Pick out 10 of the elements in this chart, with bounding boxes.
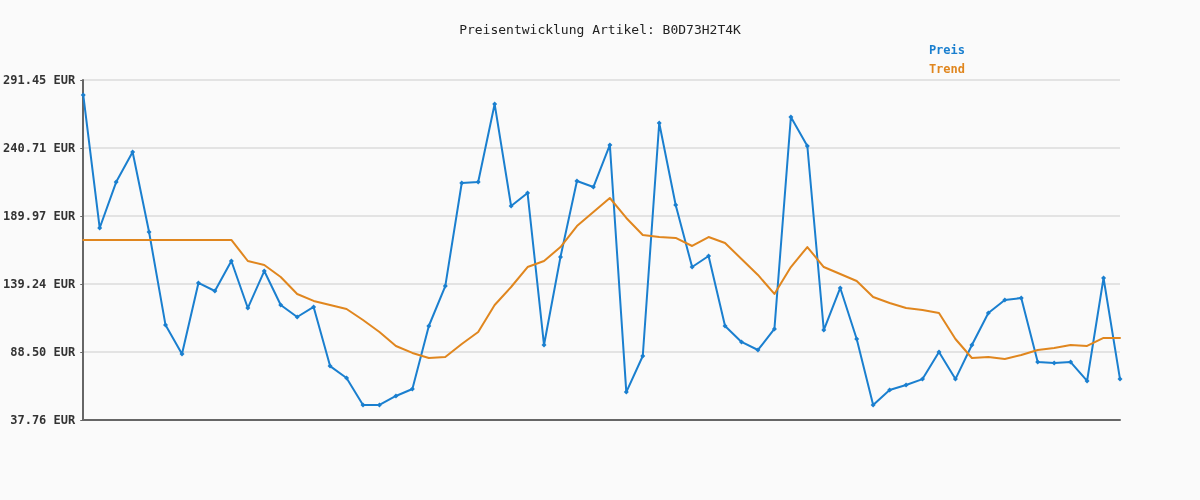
y-tick-label: 139.24 EUR xyxy=(3,276,77,291)
text: Trend xyxy=(928,62,965,76)
y-tick-label: 291.45 EUR xyxy=(3,73,77,87)
y-tick-label: 189.97 EUR xyxy=(3,209,77,224)
y-tick-label: 88.50 EUR xyxy=(10,345,77,359)
y-tick-label: 240.71 EUR xyxy=(3,141,77,155)
y-tick-label: 37.76 EUR xyxy=(10,413,77,427)
text: Preis xyxy=(928,43,965,57)
line-series xyxy=(82,197,1121,360)
chart-title: Preisentwicklung Artikel: B0D73H2T4K xyxy=(459,22,742,37)
